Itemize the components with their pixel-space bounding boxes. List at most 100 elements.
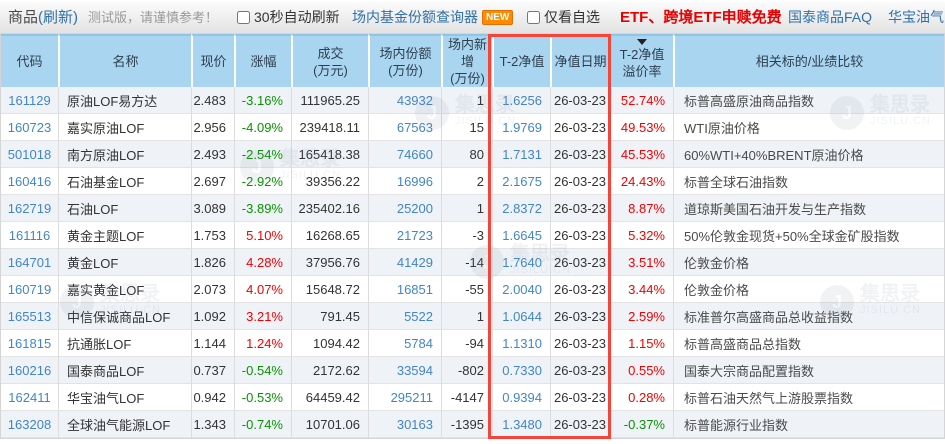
premium-cell: 24.43% xyxy=(609,168,673,195)
change-cell: -0.54% xyxy=(234,357,291,384)
nav-date-cell: 26-03-23 xyxy=(550,87,609,114)
fund-name-cell[interactable]: 嘉实原油LOF xyxy=(58,114,191,141)
shares-link[interactable]: 16996 xyxy=(368,168,441,195)
table-row: 161129 原油LOF易方达 2.483 -3.16% 111965.25 43932 1… xyxy=(1,87,944,114)
table-row: 501018 南方原油LOF 2.493 -2.54% 165418.38 74660 80… xyxy=(1,141,944,168)
shares-link[interactable]: 30163 xyxy=(368,411,441,438)
fund-name-cell[interactable]: 抗通胀LOF xyxy=(58,330,191,357)
col-header-benchmark[interactable]: 相关标的/业绩比较 xyxy=(673,34,944,87)
new-shares-cell: -94 xyxy=(441,330,492,357)
code-link[interactable]: 160723 xyxy=(1,114,58,141)
huabao-faq-link[interactable]: 华宝油气FAQ xyxy=(888,9,945,25)
benchmark-cell: WTI原油价格 xyxy=(673,114,944,141)
nav-cell: 2.1675 xyxy=(492,168,550,195)
code-link[interactable]: 160416 xyxy=(1,168,58,195)
shares-link[interactable]: 33594 xyxy=(368,357,441,384)
fund-name-cell[interactable]: 华宝油气LOF xyxy=(58,384,191,411)
etf-fee-notice: ETF、跨境ETF申赎免费 xyxy=(620,9,782,26)
share-query-link[interactable]: 场内基金份额查询器 xyxy=(352,9,478,25)
fund-name-cell[interactable]: 嘉实黄金LOF xyxy=(58,276,191,303)
col-header-code[interactable]: 代码 xyxy=(1,34,58,87)
col-header-name[interactable]: 名称 xyxy=(58,34,191,87)
code-link[interactable]: 161815 xyxy=(1,330,58,357)
fund-name-cell[interactable]: 原油LOF易方达 xyxy=(58,87,191,114)
premium-cell: 8.87% xyxy=(609,195,673,222)
table-row: 161815 抗通胀LOF 1.144 1.24% 1094.42 5784 -94 1.13… xyxy=(1,330,944,357)
shares-link[interactable]: 295211 xyxy=(368,384,441,411)
shares-link[interactable]: 5784 xyxy=(368,330,441,357)
col-header-change[interactable]: 涨幅 xyxy=(234,34,291,87)
new-shares-cell: -55 xyxy=(441,276,492,303)
col-header-shares[interactable]: 场内份额 (万份) xyxy=(368,34,441,87)
code-link[interactable]: 164701 xyxy=(1,249,58,276)
benchmark-cell: 标普能源行业指数 xyxy=(673,411,944,438)
volume-cell: 111965.25 xyxy=(291,87,368,114)
fund-name-cell[interactable]: 国泰商品LOF xyxy=(58,357,191,384)
refresh-link[interactable]: (刷新) xyxy=(38,9,79,26)
shares-link[interactable]: 67563 xyxy=(368,114,441,141)
premium-cell: 45.53% xyxy=(609,141,673,168)
price-cell: 0.942 xyxy=(191,384,234,411)
auto-refresh-checkbox[interactable] xyxy=(237,11,250,24)
change-cell: -3.16% xyxy=(234,87,291,114)
page-title: 商品 (刷新) xyxy=(8,2,78,33)
shares-link[interactable]: 25200 xyxy=(368,195,441,222)
new-shares-cell: 1 xyxy=(441,87,492,114)
auto-refresh-option[interactable]: 30秒自动刷新 xyxy=(237,2,340,33)
change-cell: 1.24% xyxy=(234,330,291,357)
col-header-nav-date[interactable]: 净值日期 xyxy=(550,34,609,87)
nav-cell: 2.0040 xyxy=(492,276,550,303)
code-link[interactable]: 161116 xyxy=(1,222,58,249)
benchmark-cell: 伦敦金价格 xyxy=(673,276,944,303)
col-header-volume[interactable]: 成交 (万元) xyxy=(291,34,368,87)
premium-cell: 2.59% xyxy=(609,303,673,330)
guotai-faq-link[interactable]: 国泰商品FAQ xyxy=(788,9,873,25)
watchlist-only-option[interactable]: 仅看自选 xyxy=(527,2,600,33)
code-link[interactable]: 165513 xyxy=(1,303,58,330)
col-header-nav[interactable]: T-2净值 xyxy=(492,34,550,87)
code-link[interactable]: 160216 xyxy=(1,357,58,384)
col-header-premium[interactable]: T-2净值 溢价率 xyxy=(609,34,673,87)
code-link[interactable]: 160719 xyxy=(1,276,58,303)
benchmark-cell: 50%伦敦金现货+50%全球金矿股指数 xyxy=(673,222,944,249)
nav-date-cell: 26-03-23 xyxy=(550,168,609,195)
volume-cell: 16268.65 xyxy=(291,222,368,249)
volume-cell: 10701.06 xyxy=(291,411,368,438)
nav-date-cell: 26-03-23 xyxy=(550,357,609,384)
fund-name-cell[interactable]: 全球油气能源LOF xyxy=(58,411,191,438)
code-link[interactable]: 162719 xyxy=(1,195,58,222)
col-header-new-shares[interactable]: 场内新增 (万份) xyxy=(441,34,492,87)
shares-link[interactable]: 41429 xyxy=(368,249,441,276)
code-link[interactable]: 501018 xyxy=(1,141,58,168)
shares-link[interactable]: 5522 xyxy=(368,303,441,330)
new-shares-cell: -802 xyxy=(441,357,492,384)
page-title-text: 商品 xyxy=(8,9,39,26)
col-header-price[interactable]: 现价 xyxy=(191,34,234,87)
shares-link[interactable]: 16851 xyxy=(368,276,441,303)
change-cell: 4.28% xyxy=(234,249,291,276)
top-toolbar: 商品 (刷新) 测试版，请谨慎参考！ 30秒自动刷新 场内基金份额查询器 NEW … xyxy=(0,2,945,34)
price-cell: 1.343 xyxy=(191,411,234,438)
price-cell: 1.092 xyxy=(191,303,234,330)
code-link[interactable]: 162411 xyxy=(1,384,58,411)
nav-cell: 2.8372 xyxy=(492,195,550,222)
nav-date-cell: 26-03-23 xyxy=(550,222,609,249)
fund-name-cell[interactable]: 石油基金LOF xyxy=(58,168,191,195)
nav-cell: 1.7640 xyxy=(492,249,550,276)
price-cell: 2.697 xyxy=(191,168,234,195)
fund-name-cell[interactable]: 南方原油LOF xyxy=(58,141,191,168)
fund-table: 代码 名称 现价 涨幅 成交 (万元) 场内份额 (万份) 场内新增 (万份) T-2… xyxy=(0,34,945,439)
fund-name-cell[interactable]: 黄金LOF xyxy=(58,249,191,276)
volume-cell: 165418.38 xyxy=(291,141,368,168)
fund-name-cell[interactable]: 石油LOF xyxy=(58,195,191,222)
fund-name-cell[interactable]: 中信保诚商品LOF xyxy=(58,303,191,330)
watchlist-only-checkbox[interactable] xyxy=(527,11,540,24)
benchmark-cell: 标普全球石油指数 xyxy=(673,168,944,195)
shares-link[interactable]: 74660 xyxy=(368,141,441,168)
shares-link[interactable]: 43932 xyxy=(368,87,441,114)
code-link[interactable]: 161129 xyxy=(1,87,58,114)
shares-link[interactable]: 21723 xyxy=(368,222,441,249)
fund-name-cell[interactable]: 黄金主题LOF xyxy=(58,222,191,249)
code-link[interactable]: 163208 xyxy=(1,411,58,438)
table-row: 162719 石油LOF 3.089 -3.89% 235402.16 25200 1 2.8… xyxy=(1,195,944,222)
